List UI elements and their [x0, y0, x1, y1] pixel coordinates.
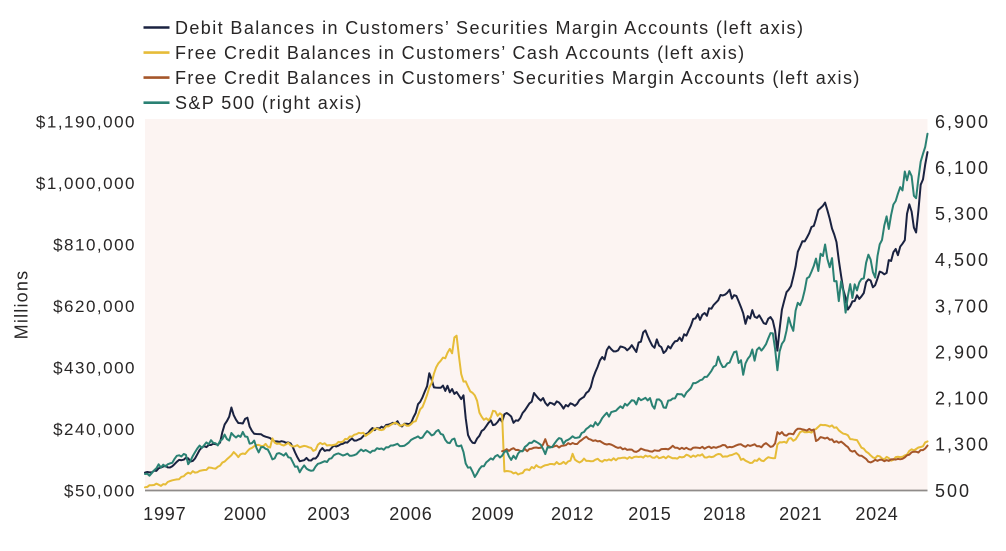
svg-text:$1,000,000: $1,000,000 [36, 174, 136, 193]
svg-text:$430,000: $430,000 [53, 358, 136, 377]
svg-text:1,300: 1,300 [935, 435, 990, 455]
svg-text:2,900: 2,900 [935, 342, 990, 362]
svg-text:1997: 1997 [143, 504, 186, 524]
svg-text:$620,000: $620,000 [53, 297, 136, 316]
svg-text:S&P 500 (right axis): S&P 500 (right axis) [175, 93, 363, 113]
svg-text:Free Credit Balances in Custom: Free Credit Balances in Customers’ Cash … [175, 43, 746, 63]
svg-text:Millions: Millions [11, 270, 31, 340]
svg-text:5,300: 5,300 [935, 204, 990, 224]
svg-text:2015: 2015 [628, 504, 671, 524]
svg-text:2006: 2006 [389, 504, 432, 524]
svg-text:2000: 2000 [224, 504, 267, 524]
svg-text:2024: 2024 [855, 504, 898, 524]
svg-text:6,900: 6,900 [935, 112, 990, 132]
svg-text:Debit Balances in Customers’ S: Debit Balances in Customers’ Securities … [175, 18, 804, 38]
svg-text:4,500: 4,500 [935, 250, 990, 270]
svg-text:$810,000: $810,000 [53, 235, 136, 254]
svg-text:2012: 2012 [551, 504, 594, 524]
svg-text:Free Credit Balances in Custom: Free Credit Balances in Customers’ Secur… [175, 68, 861, 88]
svg-text:$50,000: $50,000 [64, 481, 136, 500]
svg-text:2,100: 2,100 [935, 389, 990, 409]
svg-text:6,100: 6,100 [935, 158, 990, 178]
svg-text:2003: 2003 [307, 504, 350, 524]
svg-text:2021: 2021 [779, 504, 822, 524]
svg-text:500: 500 [935, 481, 971, 501]
svg-text:2018: 2018 [703, 504, 746, 524]
svg-text:$240,000: $240,000 [53, 420, 136, 439]
svg-text:2009: 2009 [471, 504, 514, 524]
svg-text:3,700: 3,700 [935, 296, 990, 316]
svg-text:$1,190,000: $1,190,000 [36, 112, 136, 131]
